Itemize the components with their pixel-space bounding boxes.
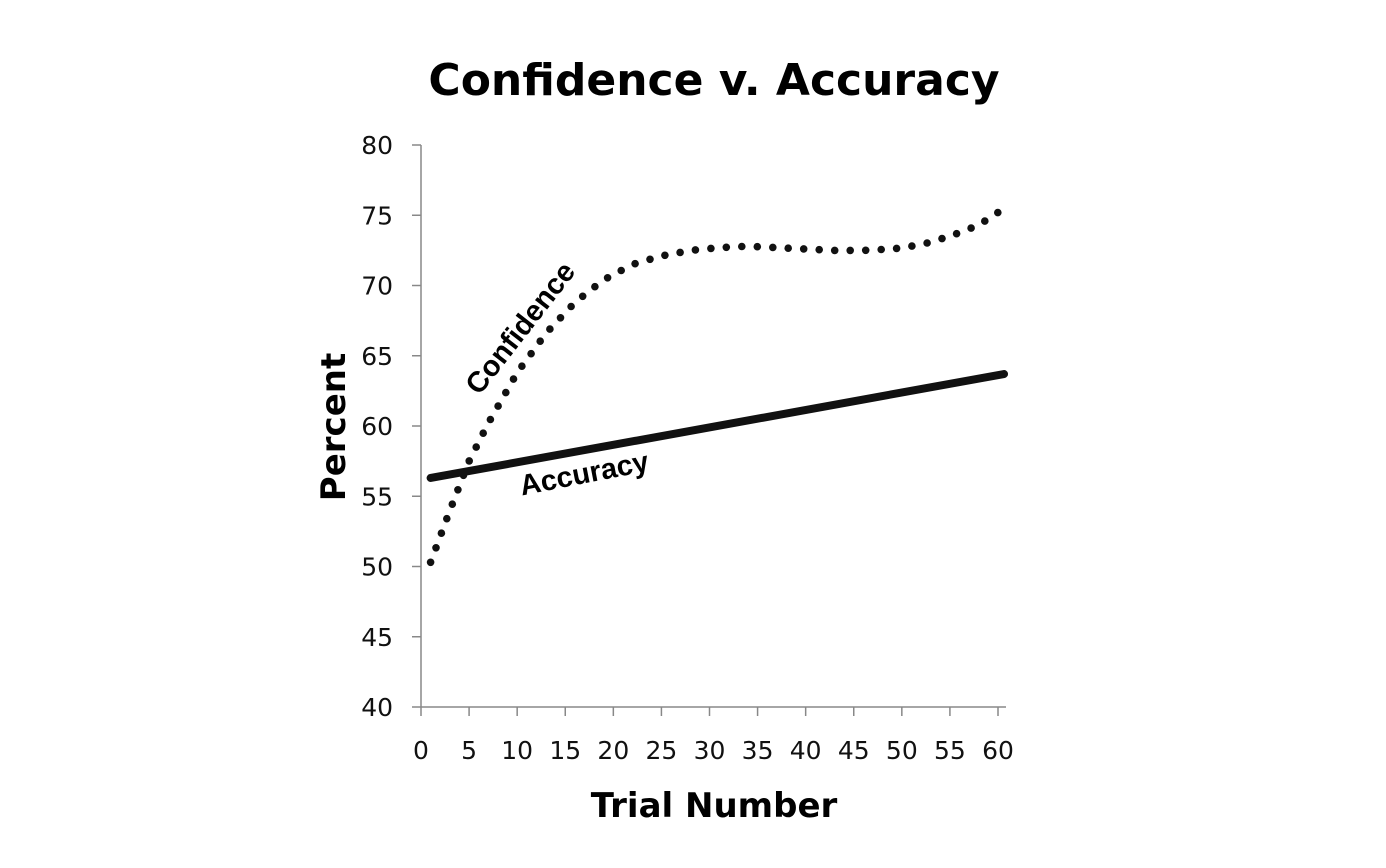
confidence-point: [691, 246, 700, 254]
confidence-point: [617, 266, 625, 275]
confidence-point: [892, 244, 901, 253]
y-tick-label: 55: [361, 482, 393, 511]
y-tick-label: 70: [361, 272, 393, 301]
x-tick-label: 20: [597, 736, 629, 765]
confidence-point: [556, 314, 565, 322]
x-tick-label: 0: [413, 736, 429, 765]
confidence-point: [486, 415, 495, 424]
chart-title: Confidence v. Accuracy: [428, 55, 999, 106]
confidence-point: [967, 224, 975, 232]
x-tick-label: 35: [742, 736, 774, 765]
confidence-point: [738, 242, 746, 251]
confidence-point: [472, 443, 481, 451]
x-tick-label: 10: [501, 736, 533, 765]
confidence-point: [676, 248, 684, 257]
confidence-point: [846, 246, 854, 255]
confidence-point: [877, 245, 885, 254]
confidence-point: [454, 486, 462, 494]
confidence-point: [722, 243, 731, 252]
x-tick-label: 45: [838, 736, 870, 765]
confidence-point: [502, 388, 510, 397]
confidence-point: [603, 274, 612, 282]
confidence-point: [981, 217, 989, 225]
confidence-point: [923, 239, 931, 247]
plot-series: [426, 208, 1008, 567]
x-tick-label: 40: [790, 736, 822, 765]
y-tick-label: 65: [361, 342, 393, 371]
confidence-point: [518, 362, 526, 371]
confidence-point: [465, 457, 474, 465]
confidence-point: [769, 243, 777, 252]
confidence-series: [426, 208, 1002, 567]
confidence-point: [432, 544, 440, 552]
x-tick-label: 50: [886, 736, 918, 765]
x-tick-label: 30: [694, 736, 726, 765]
confidence-point: [479, 429, 488, 438]
confidence-point: [567, 302, 575, 311]
confidence-point: [707, 244, 715, 253]
x-tick-label: 25: [646, 736, 678, 765]
y-axis: 40 45 50 55 60 65 70 75 80: [361, 131, 422, 722]
y-tick-label: 75: [361, 201, 393, 230]
y-tick-label: 50: [361, 553, 393, 582]
confidence-point: [631, 259, 639, 268]
y-tick-label: 60: [361, 412, 393, 441]
confidence-point: [509, 375, 518, 383]
x-tick-label: 15: [549, 736, 581, 765]
y-tick-label: 40: [361, 693, 393, 722]
confidence-point: [546, 325, 554, 333]
confidence-point: [815, 245, 823, 254]
confidence-point: [994, 208, 1002, 217]
confidence-point: [830, 246, 839, 255]
confidence-point: [799, 245, 808, 253]
confidence-point: [753, 242, 762, 251]
confidence-point: [536, 337, 544, 346]
x-axis-title: Trial Number: [591, 786, 838, 826]
confidence-point: [578, 292, 587, 301]
accuracy-series-label: Accuracy: [517, 446, 651, 502]
accuracy-line: [426, 370, 1008, 482]
x-tick-label: 55: [934, 736, 966, 765]
x-tick-label: 60: [982, 736, 1014, 765]
confidence-point: [443, 514, 451, 523]
x-tick-label: 5: [461, 736, 477, 765]
x-axis: 0 5 10 15 20 25 30 35 40 45 50 55 60: [413, 706, 1014, 765]
confidence-point: [861, 246, 870, 255]
confidence-point: [938, 234, 946, 243]
confidence-series-label: Confidence: [460, 256, 582, 400]
confidence-point: [527, 349, 535, 358]
confidence-point: [661, 251, 669, 260]
confidence-point: [646, 255, 654, 264]
confidence-point: [591, 282, 599, 291]
confidence-point: [908, 242, 916, 250]
confidence-point: [437, 529, 446, 537]
confidence-point: [494, 402, 502, 410]
confidence-point: [448, 500, 457, 509]
y-tick-label: 45: [361, 623, 393, 652]
confidence-point: [784, 244, 792, 252]
confidence-point: [952, 229, 961, 238]
confidence-point: [426, 558, 435, 567]
y-axis-title: Percent: [314, 353, 354, 501]
y-tick-label: 80: [361, 131, 393, 160]
